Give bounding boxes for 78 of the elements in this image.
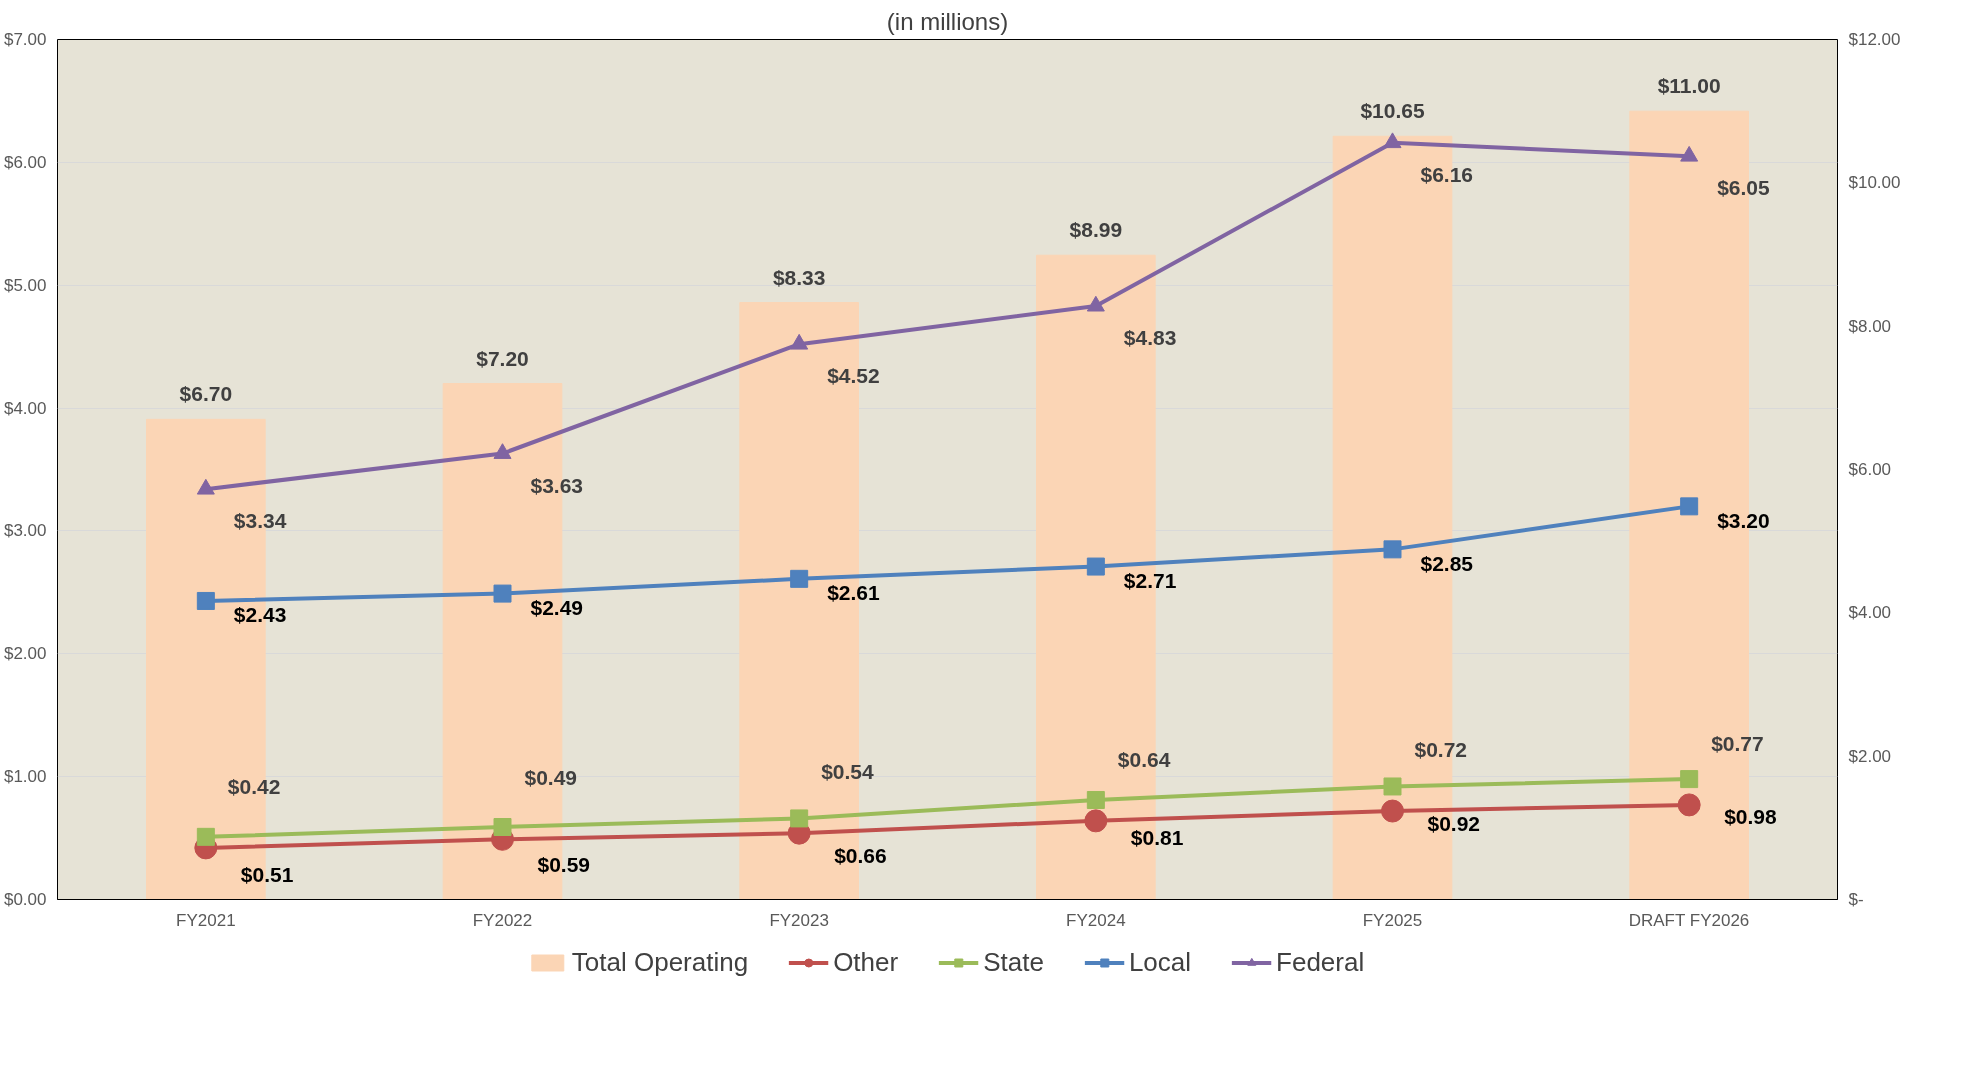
y-tick-label: $4.00 xyxy=(3,398,47,418)
data-label: $0.59 xyxy=(537,853,591,877)
data-label: $2.49 xyxy=(530,596,584,620)
legend-label: Local xyxy=(1128,946,1192,978)
data-label: $4.52 xyxy=(827,364,880,388)
point xyxy=(790,569,809,588)
point xyxy=(790,333,809,350)
point xyxy=(1680,145,1699,162)
chart-title: (in millions) xyxy=(886,7,1009,35)
data-label: $6.16 xyxy=(1420,162,1474,186)
x-tick-label: FY2025 xyxy=(1362,910,1423,930)
point xyxy=(1680,770,1699,789)
data-label: $3.63 xyxy=(530,473,584,497)
y2-tick-label: $- xyxy=(1848,890,1864,909)
point xyxy=(790,809,809,828)
data-label: $0.64 xyxy=(1117,747,1171,771)
y2-tick-label: $8.00 xyxy=(1848,316,1892,336)
point xyxy=(1086,790,1105,809)
y-tick-label: $1.00 xyxy=(3,767,47,787)
point xyxy=(493,584,512,603)
legend-label: Other xyxy=(833,946,899,978)
point xyxy=(1383,777,1402,796)
data-label: $0.72 xyxy=(1414,738,1468,762)
data-label: $8.33 xyxy=(772,265,826,289)
data-label: $3.34 xyxy=(233,509,287,533)
y-tick-label: $7.00 xyxy=(3,30,47,49)
y2-tick-label: $12.00 xyxy=(1848,30,1901,49)
data-label: $3.20 xyxy=(1717,508,1770,532)
y-tick-label: $6.00 xyxy=(3,152,47,172)
legend-label: Total Operating xyxy=(571,946,749,978)
point xyxy=(1381,799,1404,823)
data-label: $10.65 xyxy=(1360,99,1425,123)
y-tick-label: $3.00 xyxy=(3,521,47,541)
y-tick-label: $2.00 xyxy=(3,644,47,664)
x-tick-label: FY2023 xyxy=(769,910,829,930)
x-tick-label: DRAFT FY2026 xyxy=(1628,910,1750,930)
point xyxy=(1086,295,1105,312)
data-label: $0.77 xyxy=(1711,731,1764,755)
y-tick-label: $0.00 xyxy=(3,890,47,909)
point xyxy=(1086,557,1105,576)
data-label: $0.54 xyxy=(821,760,875,784)
data-label: $6.70 xyxy=(179,382,233,406)
data-label: $2.85 xyxy=(1420,551,1474,575)
x-tick-label: FY2022 xyxy=(472,910,533,930)
point xyxy=(196,827,215,846)
y2-tick-label: $2.00 xyxy=(1848,746,1892,766)
y2-tick-label: $4.00 xyxy=(1848,603,1892,623)
legend-label: Federal xyxy=(1276,946,1365,978)
data-label: $0.49 xyxy=(524,766,578,790)
y-tick-label: $5.00 xyxy=(3,275,47,295)
point xyxy=(196,478,215,495)
data-label: $6.05 xyxy=(1717,176,1771,200)
data-label: $2.61 xyxy=(827,581,881,605)
data-label: $4.83 xyxy=(1123,326,1177,350)
point xyxy=(1680,497,1699,516)
data-label: $11.00 xyxy=(1657,74,1721,98)
x-tick-label: FY2021 xyxy=(176,910,236,930)
point xyxy=(493,818,512,837)
point xyxy=(1383,132,1402,149)
point xyxy=(493,443,512,459)
data-label: $2.71 xyxy=(1123,569,1177,593)
point xyxy=(1084,809,1108,833)
x-tick-label: FY2024 xyxy=(1066,910,1126,930)
point xyxy=(1383,540,1402,559)
data-label: $0.66 xyxy=(834,844,887,868)
point xyxy=(196,591,215,610)
data-label: $8.99 xyxy=(1069,218,1123,242)
data-label: $0.81 xyxy=(1130,825,1184,849)
data-label: $0.98 xyxy=(1724,805,1778,829)
y2-tick-label: $10.00 xyxy=(1848,173,1901,193)
data-label: $2.43 xyxy=(233,603,287,627)
data-label: $7.20 xyxy=(476,346,529,370)
legend-label: State xyxy=(983,946,1044,978)
data-label: $0.42 xyxy=(227,774,281,798)
data-label: $0.51 xyxy=(240,862,294,886)
point xyxy=(1677,793,1701,817)
y2-tick-label: $6.00 xyxy=(1848,460,1892,479)
data-label: $0.92 xyxy=(1427,812,1481,836)
